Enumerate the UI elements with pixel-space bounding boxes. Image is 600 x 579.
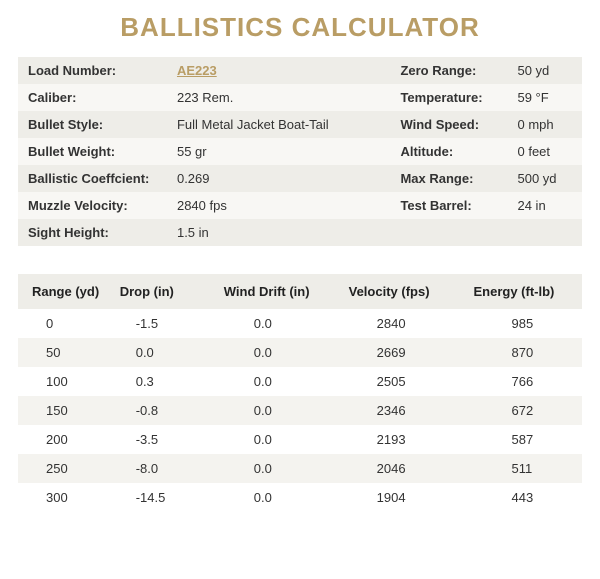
spec-label: Altitude: bbox=[390, 138, 507, 165]
table-cell: 100 bbox=[18, 367, 114, 396]
col-energy: Energy (ft-lb) bbox=[467, 274, 582, 309]
spec-label: Zero Range: bbox=[390, 57, 507, 84]
spec-value: 2840 fps bbox=[167, 192, 390, 219]
spec-label: Sight Height: bbox=[18, 219, 167, 246]
spec-value: 50 yd bbox=[507, 57, 582, 84]
table-cell: 672 bbox=[467, 396, 582, 425]
ballistics-data-table: Range (yd) Drop (in) Wind Drift (in) Vel… bbox=[18, 274, 582, 512]
table-cell: 2505 bbox=[343, 367, 468, 396]
table-cell: 200 bbox=[18, 425, 114, 454]
table-row: 300-14.50.01904443 bbox=[18, 483, 582, 512]
specs-table: Load Number: AE223 Zero Range: 50 yd Cal… bbox=[18, 57, 582, 246]
spec-label bbox=[390, 219, 507, 246]
table-cell: 0.3 bbox=[114, 367, 218, 396]
table-cell: -8.0 bbox=[114, 454, 218, 483]
load-number-link[interactable]: AE223 bbox=[177, 63, 217, 78]
spec-value: 0 mph bbox=[507, 111, 582, 138]
spec-value: 223 Rem. bbox=[167, 84, 390, 111]
spec-value: AE223 bbox=[167, 57, 390, 84]
table-row: 150-0.80.02346672 bbox=[18, 396, 582, 425]
table-cell: 2346 bbox=[343, 396, 468, 425]
table-cell: 443 bbox=[467, 483, 582, 512]
table-cell: 0.0 bbox=[218, 396, 343, 425]
spec-label: Muzzle Velocity: bbox=[18, 192, 167, 219]
spec-label: Wind Speed: bbox=[390, 111, 507, 138]
table-cell: 1904 bbox=[343, 483, 468, 512]
table-row: 200-3.50.02193587 bbox=[18, 425, 582, 454]
table-cell: 985 bbox=[467, 309, 582, 338]
table-row: 250-8.00.02046511 bbox=[18, 454, 582, 483]
spec-label: Max Range: bbox=[390, 165, 507, 192]
spec-value: 500 yd bbox=[507, 165, 582, 192]
table-cell: -1.5 bbox=[114, 309, 218, 338]
spec-value: 0 feet bbox=[507, 138, 582, 165]
table-cell: 0.0 bbox=[114, 338, 218, 367]
spec-label: Temperature: bbox=[390, 84, 507, 111]
table-cell: -14.5 bbox=[114, 483, 218, 512]
table-cell: 0.0 bbox=[218, 309, 343, 338]
spec-label: Load Number: bbox=[18, 57, 167, 84]
table-cell: 250 bbox=[18, 454, 114, 483]
spec-label: Test Barrel: bbox=[390, 192, 507, 219]
spec-value: 59 °F bbox=[507, 84, 582, 111]
spec-value bbox=[507, 219, 582, 246]
page-title: BALLISTICS CALCULATOR bbox=[18, 12, 582, 43]
specs-row: Load Number: AE223 Zero Range: 50 yd bbox=[18, 57, 582, 84]
table-cell: 2669 bbox=[343, 338, 468, 367]
table-cell: 0.0 bbox=[218, 425, 343, 454]
spec-value: 24 in bbox=[507, 192, 582, 219]
spec-label: Bullet Style: bbox=[18, 111, 167, 138]
table-cell: 587 bbox=[467, 425, 582, 454]
table-cell: 766 bbox=[467, 367, 582, 396]
table-cell: -0.8 bbox=[114, 396, 218, 425]
specs-row: Caliber: 223 Rem. Temperature: 59 °F bbox=[18, 84, 582, 111]
table-row: 500.00.02669870 bbox=[18, 338, 582, 367]
table-cell: 150 bbox=[18, 396, 114, 425]
table-cell: 511 bbox=[467, 454, 582, 483]
spec-value: 55 gr bbox=[167, 138, 390, 165]
specs-row: Muzzle Velocity: 2840 fps Test Barrel: 2… bbox=[18, 192, 582, 219]
table-body: 0-1.50.02840985500.00.026698701000.30.02… bbox=[18, 309, 582, 512]
col-drop: Drop (in) bbox=[114, 274, 218, 309]
table-cell: 0.0 bbox=[218, 483, 343, 512]
table-cell: 2193 bbox=[343, 425, 468, 454]
spec-value: 1.5 in bbox=[167, 219, 390, 246]
table-header-row: Range (yd) Drop (in) Wind Drift (in) Vel… bbox=[18, 274, 582, 309]
table-cell: 0 bbox=[18, 309, 114, 338]
table-cell: 0.0 bbox=[218, 454, 343, 483]
table-cell: -3.5 bbox=[114, 425, 218, 454]
spec-label: Ballistic Coeffcient: bbox=[18, 165, 167, 192]
col-velocity: Velocity (fps) bbox=[343, 274, 468, 309]
specs-row: Bullet Weight: 55 gr Altitude: 0 feet bbox=[18, 138, 582, 165]
table-cell: 300 bbox=[18, 483, 114, 512]
specs-row: Bullet Style: Full Metal Jacket Boat-Tai… bbox=[18, 111, 582, 138]
col-wind-drift: Wind Drift (in) bbox=[218, 274, 343, 309]
spec-value: 0.269 bbox=[167, 165, 390, 192]
table-cell: 0.0 bbox=[218, 338, 343, 367]
table-cell: 2840 bbox=[343, 309, 468, 338]
spec-value: Full Metal Jacket Boat-Tail bbox=[167, 111, 390, 138]
table-cell: 2046 bbox=[343, 454, 468, 483]
table-row: 1000.30.02505766 bbox=[18, 367, 582, 396]
spec-label: Caliber: bbox=[18, 84, 167, 111]
col-range: Range (yd) bbox=[18, 274, 114, 309]
specs-row: Ballistic Coeffcient: 0.269 Max Range: 5… bbox=[18, 165, 582, 192]
spec-label: Bullet Weight: bbox=[18, 138, 167, 165]
table-row: 0-1.50.02840985 bbox=[18, 309, 582, 338]
table-cell: 870 bbox=[467, 338, 582, 367]
specs-row: Sight Height: 1.5 in bbox=[18, 219, 582, 246]
table-cell: 50 bbox=[18, 338, 114, 367]
table-cell: 0.0 bbox=[218, 367, 343, 396]
